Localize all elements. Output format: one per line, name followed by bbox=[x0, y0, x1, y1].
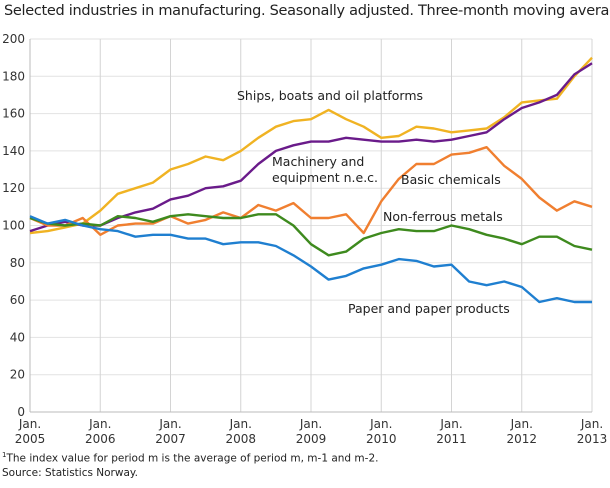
y-tick-label: 60 bbox=[10, 293, 25, 307]
y-tick-label: 40 bbox=[10, 330, 25, 344]
series-line-4 bbox=[29, 215, 592, 304]
y-tick-label: 120 bbox=[2, 181, 25, 195]
y-tick-label: 100 bbox=[2, 219, 25, 233]
footnote-text: The index value for period m is the aver… bbox=[6, 452, 379, 465]
x-tick-label-month: Jan. bbox=[439, 417, 462, 431]
y-tick-label: 80 bbox=[10, 256, 25, 270]
x-tick-label-year: 2007 bbox=[155, 432, 186, 446]
series-label-3: Non-ferrous metals bbox=[383, 209, 503, 224]
x-tick-label-month: Jan. bbox=[88, 417, 111, 431]
x-tick-label-month: Jan. bbox=[229, 417, 252, 431]
x-tick-label-year: 2011 bbox=[436, 432, 467, 446]
x-tick-label-year: 2010 bbox=[366, 432, 397, 446]
y-tick-label: 180 bbox=[2, 69, 25, 83]
series-label-2: Basic chemicals bbox=[401, 172, 501, 187]
chart-title: Selected industries in manufacturing. Se… bbox=[4, 2, 610, 19]
x-tick-label-year: 2006 bbox=[85, 432, 116, 446]
series-line-2 bbox=[29, 145, 593, 237]
series-label-1: Machinery and bbox=[272, 154, 364, 169]
y-tick-label: 0 bbox=[17, 405, 25, 419]
x-tick-label-year: 2009 bbox=[296, 432, 327, 446]
chart-title-text: Selected industries in manufacturing. Se… bbox=[4, 2, 610, 19]
x-tick-label-year: 2008 bbox=[225, 432, 256, 446]
y-tick-label: 200 bbox=[2, 32, 25, 46]
series-label-0: Ships, boats and oil platforms bbox=[237, 88, 423, 103]
x-tick-label-month: Jan. bbox=[158, 417, 181, 431]
x-tick-label-month: Jan. bbox=[18, 417, 41, 431]
x-tick-label-year: 2012 bbox=[506, 432, 537, 446]
y-tick-label: 20 bbox=[10, 368, 25, 382]
source: Source: Statistics Norway. bbox=[2, 467, 138, 479]
y-tick-label: 140 bbox=[2, 144, 25, 158]
series-line-3 bbox=[29, 213, 593, 257]
x-tick-label-month: Jan. bbox=[510, 417, 533, 431]
x-tick-label-month: Jan. bbox=[369, 417, 392, 431]
footnote-mark: 1 bbox=[2, 451, 7, 459]
x-tick-label-month: Jan. bbox=[299, 417, 322, 431]
x-tick-label-year: 2013 bbox=[577, 432, 608, 446]
x-tick-label-year: 2005 bbox=[15, 432, 46, 446]
x-tick-label-month: Jan. bbox=[580, 417, 603, 431]
series-label-1: equipment n.e.c. bbox=[272, 170, 378, 185]
y-tick-label: 160 bbox=[2, 107, 25, 121]
series-label-4: Paper and paper products bbox=[348, 301, 510, 316]
footnote: 1The index value for period m is the ave… bbox=[2, 451, 378, 465]
series-line-0 bbox=[29, 56, 593, 235]
